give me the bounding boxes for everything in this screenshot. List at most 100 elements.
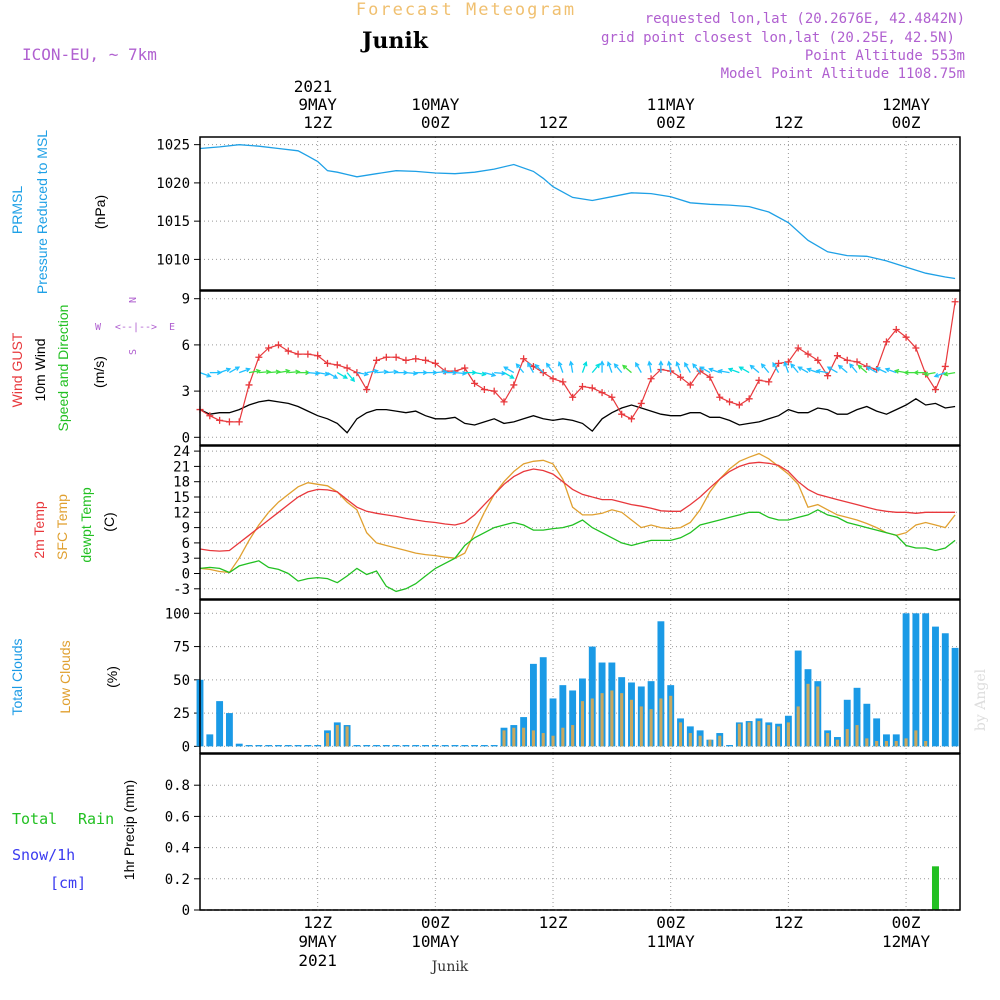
wind-arrow xyxy=(668,361,672,373)
gust-point xyxy=(245,381,253,389)
gust-point xyxy=(431,359,439,367)
wind-arrow-head xyxy=(783,361,789,367)
ytick-label-clouds-2: 50 xyxy=(173,673,190,689)
ytick-label-clouds-1: 25 xyxy=(173,706,190,722)
wind-arrow xyxy=(474,371,486,376)
gust-point xyxy=(912,344,920,352)
wind-arrow-head xyxy=(393,369,399,375)
wind-arrow-head xyxy=(815,368,821,374)
wind-arrow xyxy=(527,362,534,373)
low-cloud-bar xyxy=(590,698,594,747)
gust-point xyxy=(677,373,685,381)
low-cloud-bar xyxy=(904,738,908,747)
wind-arrow-head xyxy=(666,360,672,366)
total-cloud-bar xyxy=(235,743,243,747)
wind-arrow-head xyxy=(568,360,574,366)
total-cloud-bar xyxy=(941,633,949,747)
total-cloud-bar xyxy=(853,687,861,747)
ytick-label-temperature-2: 3 xyxy=(182,551,190,567)
low-cloud-bar xyxy=(678,722,683,747)
wind-arrow xyxy=(924,371,936,376)
wind-arrow-head xyxy=(875,367,881,372)
total-cloud-bar xyxy=(451,745,459,747)
low-cloud-bar xyxy=(698,735,702,747)
total-cloud-bar xyxy=(559,685,567,747)
gust-point xyxy=(637,399,645,407)
wind-arrow xyxy=(718,370,730,374)
wind-arrow-head xyxy=(717,368,723,374)
total-cloud-bar xyxy=(529,663,537,747)
wind-arrow xyxy=(728,368,740,374)
low-clouds-label: Low Clouds xyxy=(57,640,73,713)
wind-arrow xyxy=(376,371,388,374)
wind-arrow xyxy=(356,371,368,376)
wind-arrow xyxy=(229,366,240,374)
low-cloud-bar xyxy=(502,730,506,747)
total-cloud-bar xyxy=(726,745,733,747)
ytick-label-wind-2: 6 xyxy=(182,338,190,354)
wind-arrow xyxy=(676,362,682,373)
total-cloud-bar xyxy=(392,745,400,747)
wind-arrow xyxy=(278,370,290,374)
gust-point xyxy=(549,375,557,383)
total-cloud-bar xyxy=(441,745,449,747)
wind-arrow-head xyxy=(797,366,803,371)
total-cloud-bar xyxy=(912,613,920,747)
total-cloud-bar xyxy=(265,745,273,747)
sfc-label: SFC Temp xyxy=(54,494,70,560)
low-cloud-bar xyxy=(522,727,526,747)
wind-arrow-head xyxy=(760,363,766,369)
gust-point xyxy=(422,356,430,364)
wind-arrow xyxy=(405,371,417,375)
dewpt-label: dewpt Temp xyxy=(78,487,94,562)
wind-arrow xyxy=(607,362,613,373)
wind-arrow-head xyxy=(545,362,551,368)
compass-north: N xyxy=(128,297,139,303)
total-cloud-bar xyxy=(657,621,665,747)
wind-arrow xyxy=(784,362,789,373)
compass-east: E xyxy=(169,322,175,333)
bottom-hour-label-4: 12Z xyxy=(774,913,803,932)
wind-arrow xyxy=(885,368,897,374)
wind-arrow-head xyxy=(749,364,755,370)
wind-arrow-head xyxy=(245,367,251,373)
wind-arrow xyxy=(327,372,338,379)
top-time-axis: 2021 xyxy=(294,77,333,96)
requested-coords: requested lon,lat (20.2676E, 42.4842N) xyxy=(645,11,965,27)
total-cloud-bar xyxy=(382,745,390,747)
top-date-label-3: 11MAY xyxy=(647,95,696,114)
wind-arrow xyxy=(199,372,211,377)
chart-title: Forecast Meteogram xyxy=(356,0,576,20)
wind-arrow xyxy=(288,371,300,374)
gust-point xyxy=(882,338,890,346)
gust-point xyxy=(225,418,233,426)
wind-arrow-head xyxy=(923,371,929,377)
gust-point xyxy=(578,382,586,390)
low-cloud-bar xyxy=(826,733,830,747)
top-hour-label-4: 12Z xyxy=(774,113,803,132)
total-cloud-bar xyxy=(255,745,263,747)
wind-arrow xyxy=(790,363,799,374)
wind-arrow xyxy=(700,366,711,374)
low-cloud-bar xyxy=(561,727,565,747)
low-cloud-bar xyxy=(512,727,516,747)
wind-arrow xyxy=(570,361,574,373)
ytick-label-temperature-6: 15 xyxy=(173,490,190,506)
wind-arrow xyxy=(622,365,632,374)
gust-point xyxy=(265,344,273,352)
gust-point xyxy=(824,372,832,380)
low-cloud-bar xyxy=(796,706,800,747)
wind-arrow xyxy=(484,371,496,377)
gust-point xyxy=(373,356,381,364)
ytick-label-temperature-1: 0 xyxy=(182,567,190,583)
low-cloud-bar xyxy=(777,726,781,747)
low-cloud-bar xyxy=(757,721,761,747)
compass-center: <--|--> xyxy=(115,322,157,333)
bottom-date-label-5: 12MAY xyxy=(882,932,931,951)
gust-point xyxy=(941,362,949,370)
wind-arrow-head xyxy=(285,368,291,374)
gust-point xyxy=(461,364,469,372)
gust-point xyxy=(686,381,694,389)
gust-label: Wind GUST xyxy=(9,332,25,407)
